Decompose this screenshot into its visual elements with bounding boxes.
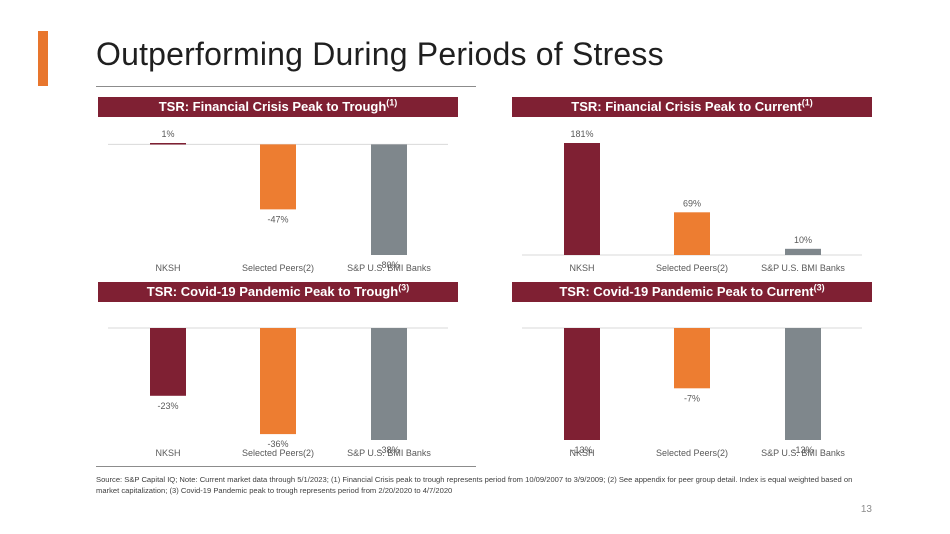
bar-chart: -13%NKSH-7%Selected Peers(2) -13%S&P U.S.… [522, 327, 862, 458]
chart-panel-financial-crisis-current: TSR: Financial Crisis Peak to Current(1)… [512, 97, 872, 282]
chart-title: TSR: Financial Crisis Peak to Trough(1) [98, 97, 458, 117]
data-label: -80% [378, 260, 399, 270]
bar [371, 144, 407, 255]
footer-divider [96, 466, 476, 467]
data-label: -23% [157, 401, 178, 411]
source-footnote: Source: S&P Capital IQ; Note: Current ma… [96, 475, 853, 495]
data-label: 1% [161, 129, 174, 139]
bar [674, 212, 710, 255]
category-label: NKSH [155, 448, 180, 458]
chart-panel-financial-crisis-trough: TSR: Financial Crisis Peak to Trough(1) … [98, 97, 458, 282]
category-label: S&P U.S. BMI Banks [761, 448, 845, 458]
bar [785, 248, 821, 255]
chart-title: TSR: Covid-19 Pandemic Peak to Trough(3) [98, 282, 458, 302]
page-title: Outperforming During Periods of Stress [96, 36, 664, 72]
data-label: 69% [683, 198, 701, 208]
title-divider [96, 86, 476, 87]
page-number: 13 [860, 504, 872, 515]
bar-chart: -23% NKSH -36%Selected Peers(2) -38%S&P U.S… [108, 327, 448, 458]
bar [564, 143, 600, 255]
data-label: -13% [792, 445, 813, 455]
bar [150, 143, 186, 145]
chart-panel-covid-trough: TSR: Covid-19 Pandemic Peak to Trough(3)… [98, 282, 458, 467]
data-label: 10% [794, 235, 812, 245]
bar [260, 144, 296, 210]
category-label: Selected Peers(2) [242, 263, 314, 273]
category-label: NKSH [569, 448, 594, 458]
bar [564, 328, 600, 440]
category-label: Selected Peers(2) [656, 263, 728, 273]
bar [371, 328, 407, 440]
bar [150, 328, 186, 396]
data-label: -38% [378, 445, 399, 455]
data-label: -7% [684, 393, 700, 403]
chart-title: TSR: Financial Crisis Peak to Current(1) [512, 97, 872, 117]
bar [785, 328, 821, 440]
chart-panel-covid-current: TSR: Covid-19 Pandemic Peak to Current(3… [512, 282, 872, 467]
category-label: S&P U.S. BMI Banks [347, 448, 431, 458]
category-label: NKSH [569, 263, 594, 273]
category-label: NKSH [155, 263, 180, 273]
category-label: S&P U.S. BMI Banks [347, 263, 431, 273]
data-label: -36% [267, 439, 288, 449]
bar [260, 328, 296, 435]
bar-chart: 1% NKSH -47% Selected Peers(2) -80%S&P U.S. … [108, 129, 448, 273]
chart-title: TSR: Covid-19 Pandemic Peak to Current(3… [512, 282, 872, 302]
category-label: Selected Peers(2) [656, 448, 728, 458]
bar-chart: 181% NKSH 69% Selected Peers(2) 10% S&P U.S. … [522, 129, 862, 273]
category-label: Selected Peers(2) [242, 448, 314, 458]
accent-bar [38, 31, 48, 86]
bar [674, 328, 710, 389]
data-label: 181% [570, 129, 593, 139]
data-label: -13% [571, 445, 592, 455]
data-label: -47% [267, 214, 288, 224]
category-label: S&P U.S. BMI Banks [761, 263, 845, 273]
